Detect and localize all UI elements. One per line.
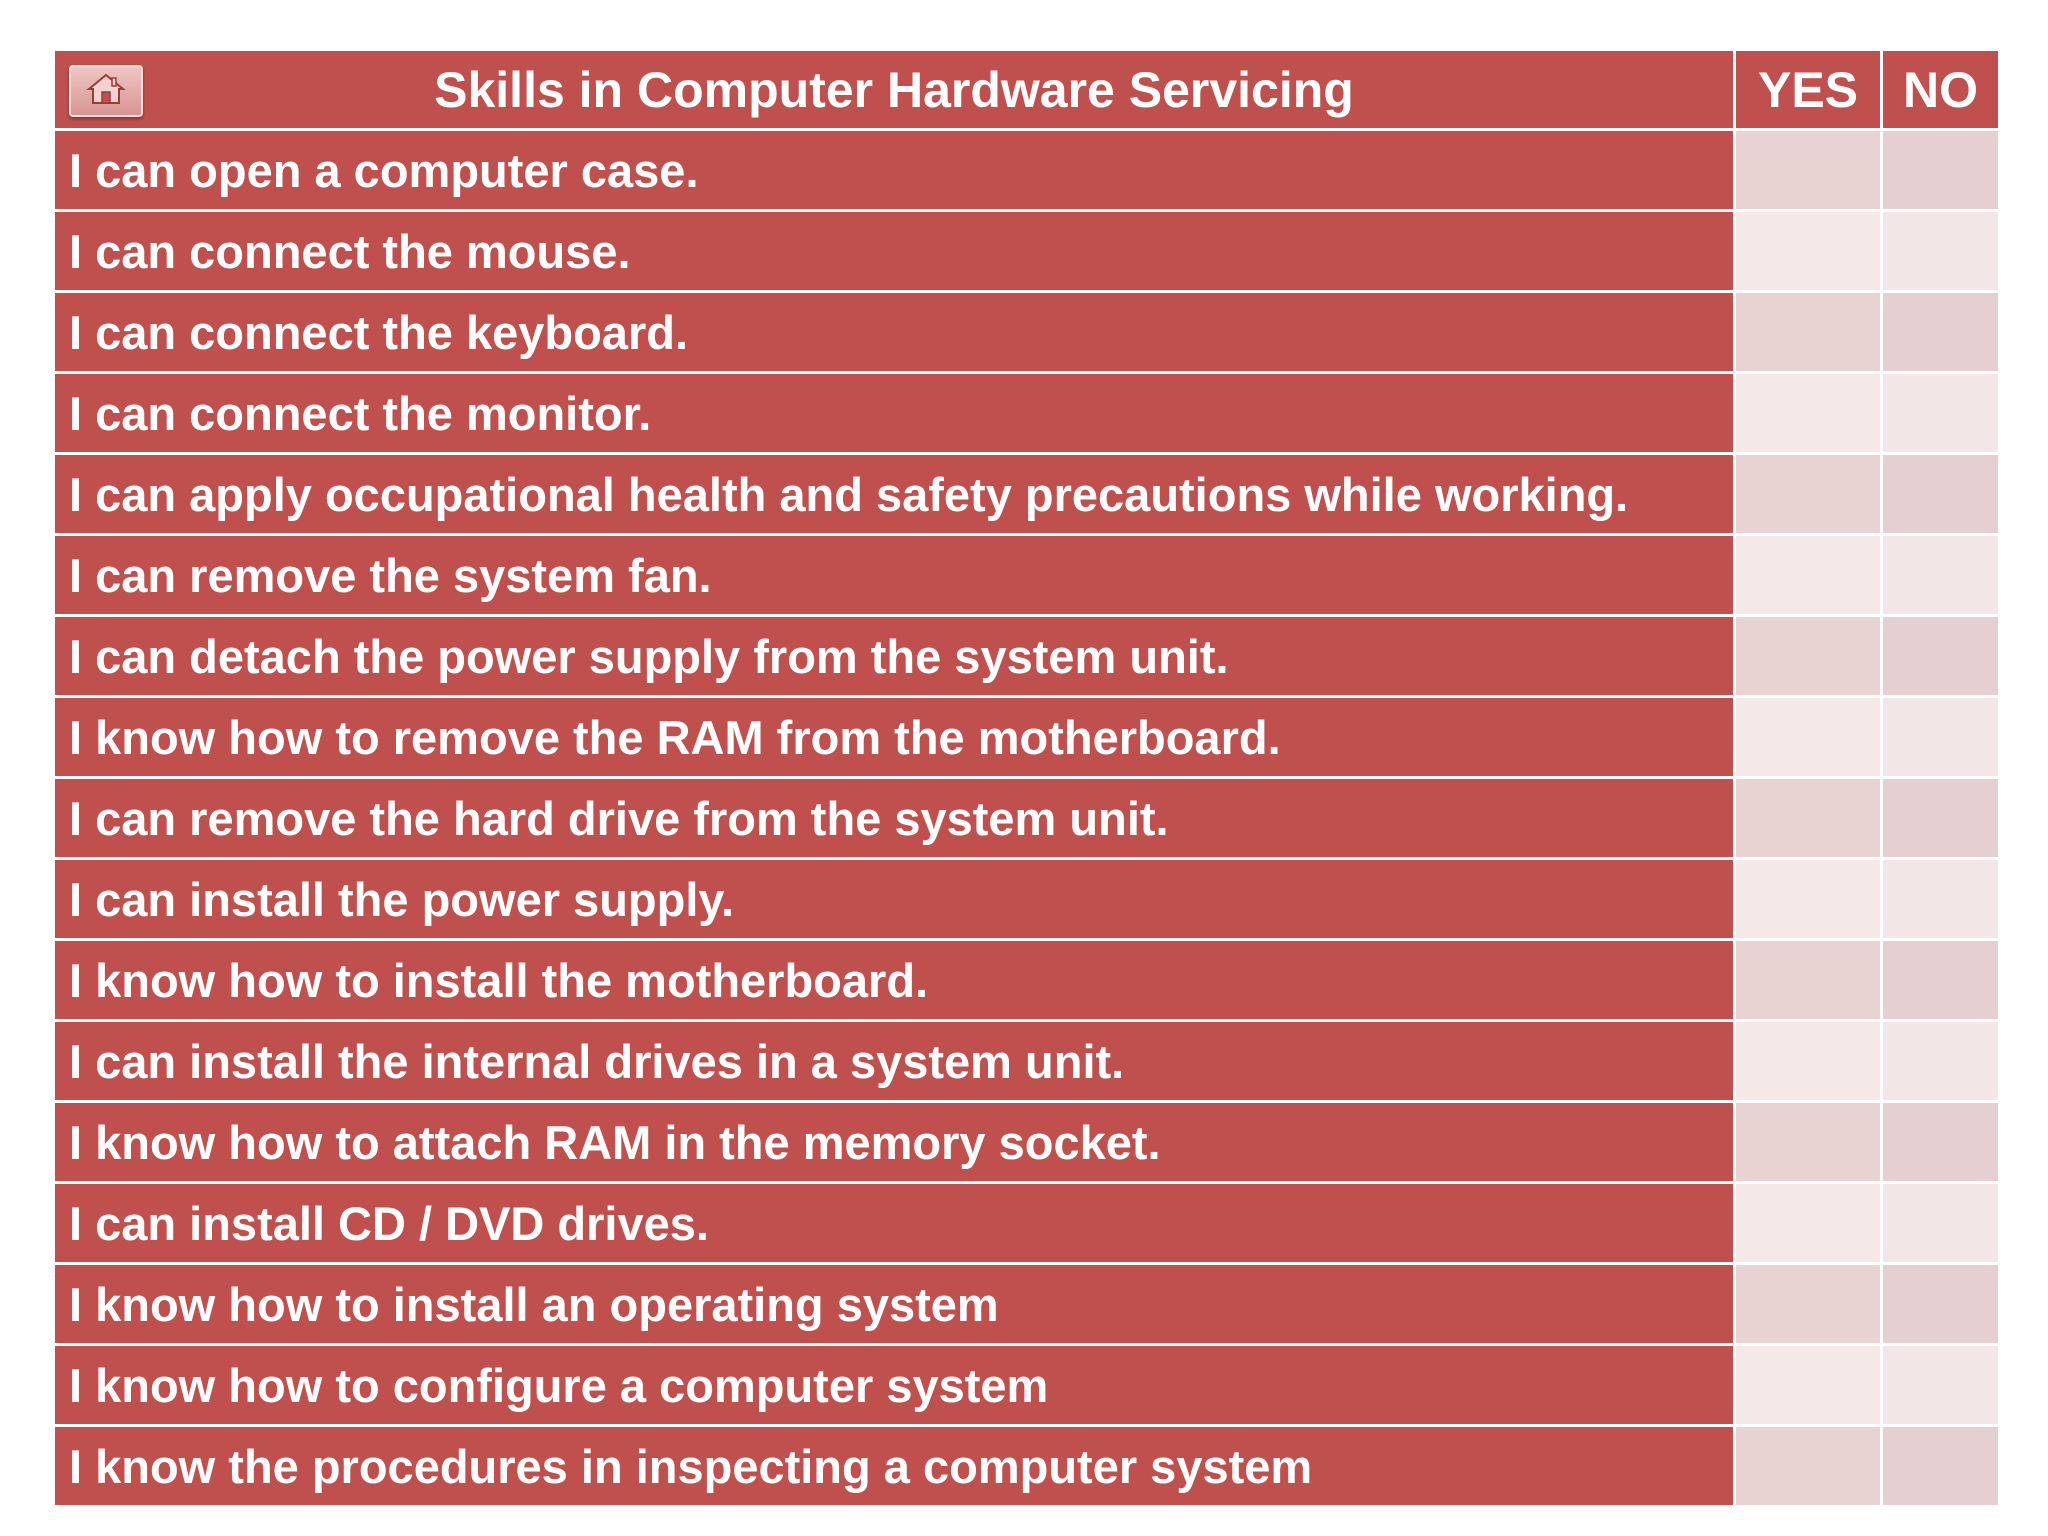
no-checkbox-cell[interactable] [1880,1262,2001,1346]
no-checkbox-cell[interactable] [1880,1100,2001,1184]
yes-checkbox-cell[interactable] [1733,776,1883,860]
yes-checkbox-cell[interactable] [1733,1181,1883,1265]
no-checkbox-cell[interactable] [1880,533,2001,617]
yes-checkbox-cell[interactable] [1733,938,1883,1022]
yes-checkbox-cell[interactable] [1733,533,1883,617]
yes-checkbox-cell[interactable] [1733,371,1883,455]
yes-checkbox-cell[interactable] [1733,452,1883,536]
skill-label: I know how to attach RAM in the memory s… [52,1100,1736,1184]
skill-label: I can install the internal drives in a s… [52,1019,1736,1103]
skill-row: I can detach the power supply from the s… [52,614,2001,698]
no-checkbox-cell[interactable] [1880,776,2001,860]
no-checkbox-cell[interactable] [1880,1181,2001,1265]
skill-row: I can remove the hard drive from the sys… [52,776,2001,860]
skill-row: I can install the power supply. [52,857,2001,941]
skill-row: I can install CD / DVD drives. [52,1181,2001,1265]
yes-checkbox-cell[interactable] [1733,1019,1883,1103]
skill-row: I can install the internal drives in a s… [52,1019,2001,1103]
no-checkbox-cell[interactable] [1880,695,2001,779]
skill-row: I know how to install an operating syste… [52,1262,2001,1346]
no-checkbox-cell[interactable] [1880,290,2001,374]
header-row: Skills in Computer Hardware Servicing YE… [52,48,2001,131]
skill-label: I know how to install the motherboard. [52,938,1736,1022]
yes-checkbox-cell[interactable] [1733,209,1883,293]
skill-label: I know how to remove the RAM from the mo… [52,695,1736,779]
no-checkbox-cell[interactable] [1880,614,2001,698]
yes-checkbox-cell[interactable] [1733,1100,1883,1184]
skills-checklist-table: Skills in Computer Hardware Servicing YE… [52,48,2001,1508]
skill-label: I can remove the hard drive from the sys… [52,776,1736,860]
skill-row: I can open a computer case. [52,128,2001,212]
skill-row: I know how to install the motherboard. [52,938,2001,1022]
no-checkbox-cell[interactable] [1880,857,2001,941]
yes-checkbox-cell[interactable] [1733,1262,1883,1346]
page-title: Skills in Computer Hardware Servicing [434,61,1354,118]
no-checkbox-cell[interactable] [1880,371,2001,455]
skill-label: I can install the power supply. [52,857,1736,941]
skill-row: I know how to attach RAM in the memory s… [52,1100,2001,1184]
no-checkbox-cell[interactable] [1880,209,2001,293]
no-checkbox-cell[interactable] [1880,1343,2001,1427]
yes-column-header: YES [1733,48,1883,131]
yes-checkbox-cell[interactable] [1733,128,1883,212]
skill-label: I can connect the keyboard. [52,290,1736,374]
no-column-header: NO [1880,48,2001,131]
no-checkbox-cell[interactable] [1880,128,2001,212]
home-button[interactable] [69,64,143,117]
yes-checkbox-cell[interactable] [1733,614,1883,698]
skill-row: I can connect the keyboard. [52,290,2001,374]
skill-row: I know the procedures in inspecting a co… [52,1424,2001,1508]
skill-label: I can connect the mouse. [52,209,1736,293]
skill-row: I can remove the system fan. [52,533,2001,617]
no-checkbox-cell[interactable] [1880,452,2001,536]
skill-label: I know how to install an operating syste… [52,1262,1736,1346]
skill-row: I can connect the mouse. [52,209,2001,293]
skill-row: I know how to configure a computer syste… [52,1343,2001,1427]
skill-rows: I can open a computer case. I can connect… [52,128,2001,1508]
skill-label: I can remove the system fan. [52,533,1736,617]
skill-row: I can connect the monitor. [52,371,2001,455]
skill-row: I can apply occupational health and safe… [52,452,2001,536]
home-icon [86,73,126,104]
skill-label: I can detach the power supply from the s… [52,614,1736,698]
yes-checkbox-cell[interactable] [1733,1343,1883,1427]
no-checkbox-cell[interactable] [1880,938,2001,1022]
skill-label: I know the procedures in inspecting a co… [52,1424,1736,1508]
yes-checkbox-cell[interactable] [1733,695,1883,779]
header-title-cell: Skills in Computer Hardware Servicing [52,48,1736,131]
skill-label: I can open a computer case. [52,128,1736,212]
yes-checkbox-cell[interactable] [1733,1424,1883,1508]
skill-label: I can connect the monitor. [52,371,1736,455]
skill-label: I can apply occupational health and safe… [52,452,1736,536]
yes-checkbox-cell[interactable] [1733,857,1883,941]
no-checkbox-cell[interactable] [1880,1424,2001,1508]
skill-label: I can install CD / DVD drives. [52,1181,1736,1265]
skill-label: I know how to configure a computer syste… [52,1343,1736,1427]
no-checkbox-cell[interactable] [1880,1019,2001,1103]
yes-checkbox-cell[interactable] [1733,290,1883,374]
skill-row: I know how to remove the RAM from the mo… [52,695,2001,779]
